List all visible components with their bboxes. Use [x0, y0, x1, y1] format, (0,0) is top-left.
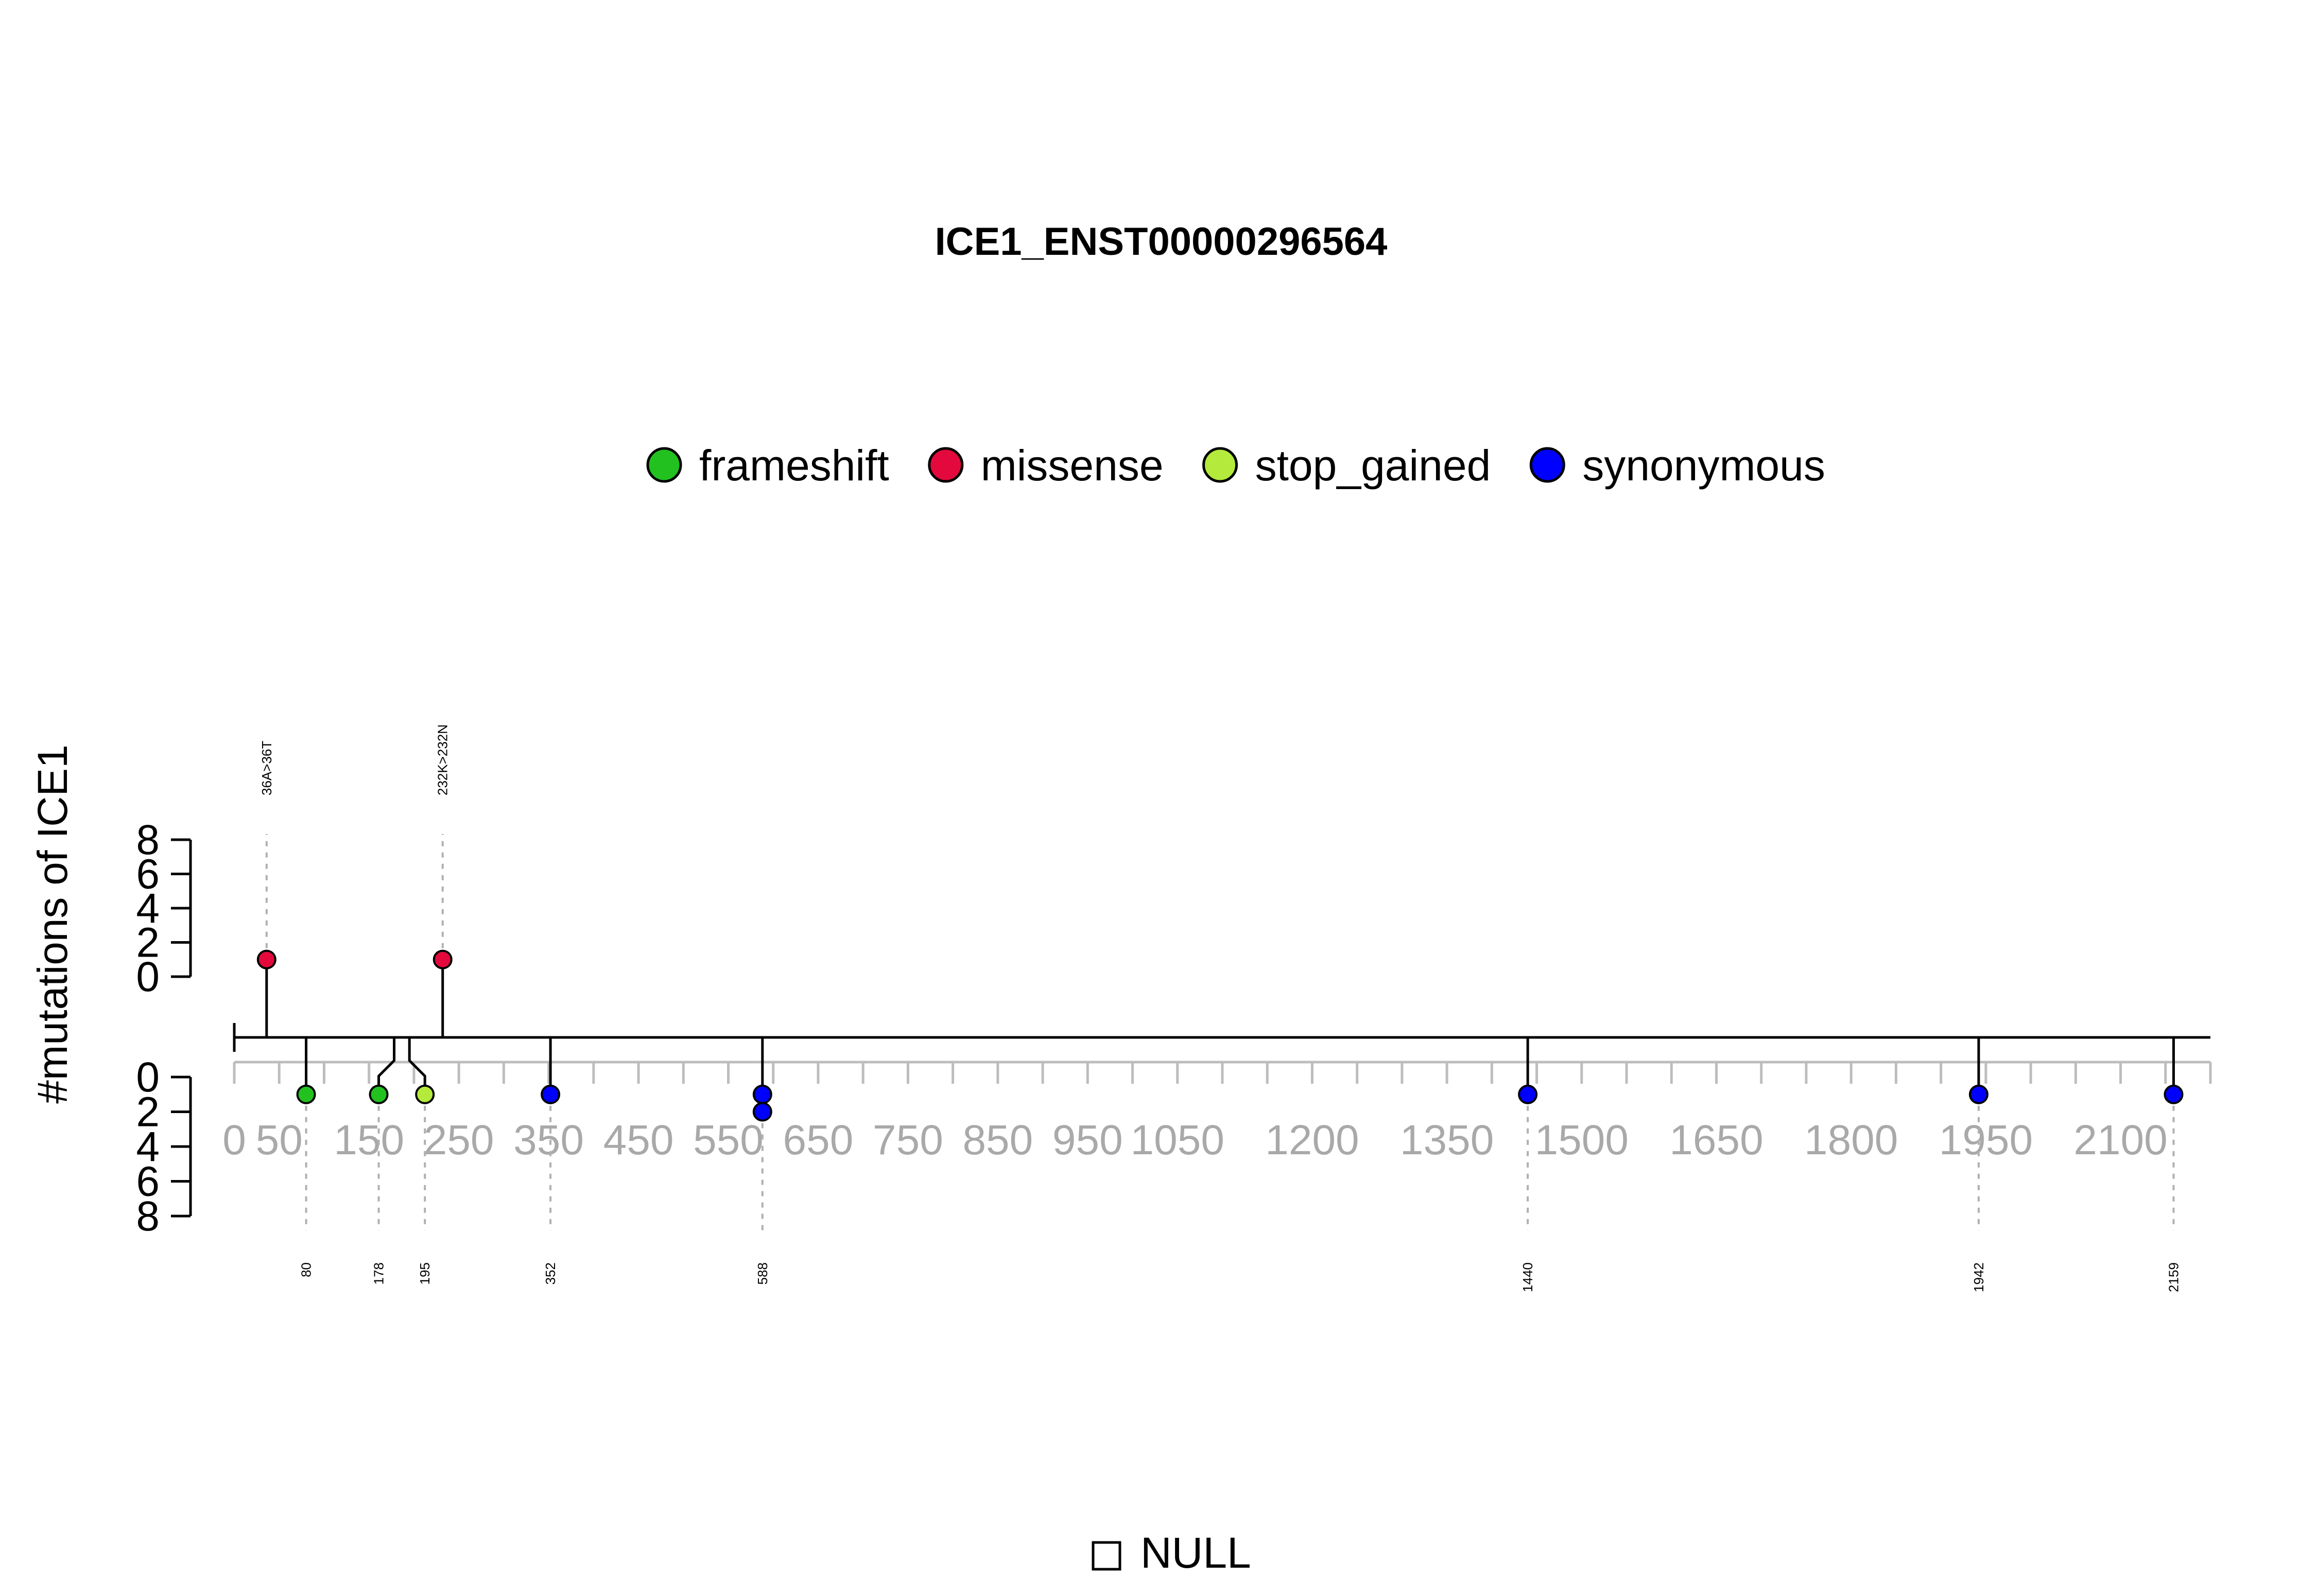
- lower-y-tick-label: 2: [136, 1089, 160, 1136]
- mutation-point-synonymous: [1968, 1084, 1989, 1104]
- upper-y-tick-label: 2: [136, 920, 160, 966]
- chart-title: ICE1_ENST00000296564: [935, 220, 1388, 264]
- mutation-label-lower: 2159: [2166, 1262, 2181, 1292]
- lower-y-tick-label: 8: [136, 1193, 160, 1240]
- stems: [265, 959, 2175, 1095]
- mutation-point-synonymous: [541, 1084, 561, 1104]
- footer-legend: NULL: [1092, 1529, 1251, 1577]
- x-tick-label: 1200: [1265, 1117, 1359, 1164]
- x-axis: 0 50 150 250 350 450 550 650 750 850 950 1050 1200 13…: [222, 1023, 2212, 1164]
- mutation-label-lower: 588: [755, 1262, 770, 1285]
- mutation-point-missense: [256, 949, 276, 969]
- lower-y-tick-label: 0: [136, 1054, 160, 1101]
- mutation-labels: 36A>36T 232K>232N 80 178 195 352 588 1440 1942 21…: [259, 724, 2182, 1292]
- mutation-point-frameshift: [369, 1084, 389, 1104]
- x-tick-label: 350: [513, 1117, 584, 1164]
- mutation-point-frameshift: [296, 1084, 316, 1104]
- y-axis-label: #mutations of ICE1: [29, 744, 76, 1103]
- legend-marker-stop_gained: [1202, 447, 1238, 483]
- mutation-point-missense: [433, 949, 453, 969]
- x-tick-label: 2100: [2073, 1117, 2167, 1164]
- legend-marker-missense: [928, 447, 964, 483]
- guide-lines: [265, 834, 2175, 1230]
- mutation-label-upper: 232K>232N: [435, 724, 451, 795]
- mutation-label-upper: 36A>36T: [259, 741, 274, 795]
- mutation-label-lower: 80: [299, 1262, 314, 1277]
- x-tick-label: 550: [693, 1117, 764, 1164]
- mutation-label-lower: 352: [543, 1262, 558, 1285]
- lower-y-tick-label: 6: [136, 1158, 160, 1205]
- footer-legend-label: NULL: [1140, 1529, 1251, 1577]
- footer-legend-box: [1092, 1541, 1121, 1571]
- x-tick-label: 850: [962, 1117, 1033, 1164]
- x-tick-label: 450: [603, 1117, 674, 1164]
- legend-marker-synonymous: [1529, 447, 1565, 483]
- legend-label-missense: missense: [981, 441, 1164, 490]
- x-tick-label: 750: [873, 1117, 943, 1164]
- x-tick-label: 1050: [1131, 1117, 1224, 1164]
- x-tick-label: 250: [424, 1117, 494, 1164]
- x-tick-label: 0: [222, 1117, 246, 1164]
- upper-y-tick-label: 0: [136, 953, 160, 1000]
- x-tick-label: 1800: [1804, 1117, 1898, 1164]
- lower-y-tick-label: 4: [136, 1123, 160, 1170]
- mutation-point-synonymous: [752, 1102, 772, 1122]
- mutation-points: [256, 949, 2184, 1122]
- x-tick-label: 950: [1052, 1117, 1123, 1164]
- upper-y-tick-label: 4: [136, 885, 160, 932]
- mutation-point-synonymous: [1518, 1084, 1538, 1104]
- mutation-label-lower: 1440: [1520, 1262, 1535, 1292]
- mutation-point-synonymous: [2164, 1084, 2184, 1104]
- x-tick-label: 1350: [1400, 1117, 1494, 1164]
- legend-marker-frameshift: [646, 447, 682, 483]
- mutation-label-lower: 178: [371, 1262, 387, 1285]
- x-tick-label: 1950: [1939, 1117, 2033, 1164]
- x-tick-label: 1500: [1535, 1117, 1629, 1164]
- mutation-point-synonymous: [752, 1084, 772, 1104]
- x-tick-label: 650: [783, 1117, 854, 1164]
- upper-y-tick-label: 8: [136, 817, 160, 863]
- legend: frameshift missense stop_gained synonymous: [646, 441, 1825, 490]
- x-tick-label: 1650: [1669, 1117, 1763, 1164]
- mutation-label-lower: 1942: [1971, 1262, 1986, 1292]
- mutation-point-stop_gained: [415, 1084, 435, 1104]
- mutation-label-lower: 195: [417, 1262, 433, 1285]
- x-tick-label: 50: [256, 1117, 303, 1164]
- x-tick-label: 150: [334, 1117, 404, 1164]
- legend-label-stop_gained: stop_gained: [1255, 441, 1491, 490]
- legend-label-frameshift: frameshift: [699, 441, 889, 490]
- legend-label-synonymous: synonymous: [1582, 441, 1825, 490]
- upper-y-tick-label: 6: [136, 851, 160, 898]
